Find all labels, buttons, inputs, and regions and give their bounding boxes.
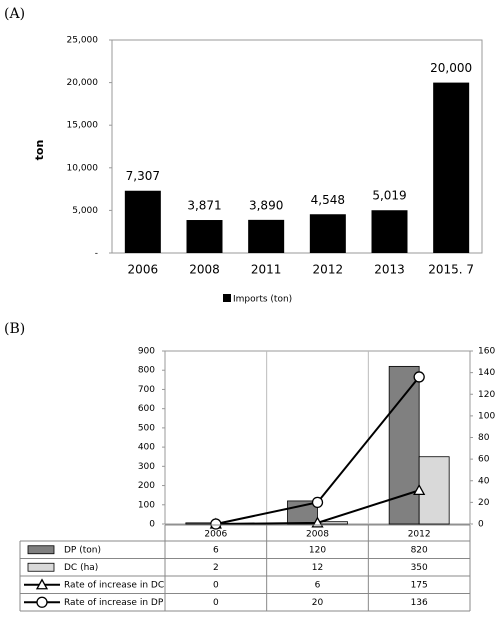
legend-label: Rate of increase in DC <box>64 580 164 590</box>
legend-marker <box>35 578 49 590</box>
table-cell: 136 <box>411 598 428 608</box>
legend-label: DP (ton) <box>64 545 101 555</box>
table-cell: 0 <box>213 598 219 608</box>
bar <box>388 365 420 525</box>
y2-tick-label: 80 <box>478 433 490 443</box>
y-tick-label: 0 <box>149 520 155 530</box>
y-tick-label: 15,000 <box>67 121 99 131</box>
marker <box>210 518 222 530</box>
table-cell: 175 <box>411 580 428 590</box>
legend-key <box>223 294 231 302</box>
x-tick-label: 2006 <box>128 263 159 277</box>
x-tick-label: 2015. 7 <box>428 263 474 277</box>
legend-label: DC (ha) <box>64 563 98 573</box>
bar <box>186 220 223 253</box>
value-label: 5,019 <box>372 189 406 203</box>
y-tick-label: 400 <box>138 443 155 453</box>
table-cell: 120 <box>309 545 326 555</box>
y2-tick-label: 120 <box>478 390 495 400</box>
value-label: 3,890 <box>249 198 283 212</box>
bar <box>124 190 161 253</box>
x-tick-label: 2011 <box>251 263 282 277</box>
x-tick-label: 2008 <box>306 530 329 540</box>
table-cell: 350 <box>411 563 428 573</box>
bar <box>433 82 470 253</box>
table-cell: 20 <box>312 598 324 608</box>
y2-tick-label: 40 <box>478 476 490 486</box>
y-tick-label: 700 <box>138 385 155 395</box>
panel-label: (B) <box>4 321 25 337</box>
y2-tick-label: 140 <box>478 368 495 378</box>
bar <box>371 210 408 253</box>
y2-tick-label: 100 <box>478 411 495 421</box>
x-tick-label: 2008 <box>189 263 220 277</box>
y2-tick-label: 160 <box>478 347 495 357</box>
legend-key <box>27 562 55 572</box>
y-tick-label: 300 <box>138 462 155 472</box>
y-tick-label: 100 <box>138 500 155 510</box>
table-cell: 6 <box>213 545 219 555</box>
table-cell: 2 <box>213 563 219 573</box>
table-cell: 12 <box>312 563 323 573</box>
y-tick-label: 500 <box>138 423 155 433</box>
x-tick-label: 2012 <box>313 263 344 277</box>
bar <box>309 214 346 253</box>
marker <box>311 496 324 509</box>
legend-label: Rate of increase in DP <box>64 598 164 608</box>
legend-label: Imports (ton) <box>233 295 292 305</box>
value-label: 3,871 <box>187 199 221 213</box>
table-cell: 6 <box>315 580 321 590</box>
y-axis-label: ton <box>33 140 46 161</box>
table-cell: 820 <box>411 545 428 555</box>
legend-key <box>27 545 55 555</box>
marker <box>413 484 426 496</box>
x-tick-label: 2013 <box>374 263 405 277</box>
y-tick-label: 800 <box>138 366 155 376</box>
y-tick-label: 10,000 <box>67 163 99 173</box>
value-label: 4,548 <box>311 193 345 207</box>
x-tick-label: 2006 <box>204 530 227 540</box>
y-tick-label: - <box>95 249 98 259</box>
value-label: 7,307 <box>126 169 160 183</box>
marker <box>413 371 425 383</box>
x-tick-label: 2012 <box>408 530 431 540</box>
y-tick-label: 20,000 <box>67 78 99 88</box>
y-tick-label: 25,000 <box>67 36 99 46</box>
y-tick-label: 200 <box>138 481 155 491</box>
plot-frame <box>111 39 483 254</box>
legend-marker <box>36 596 48 608</box>
y-tick-label: 900 <box>138 347 155 357</box>
bar <box>418 456 450 525</box>
y2-tick-label: 60 <box>478 455 490 465</box>
value-label: 20,000 <box>430 61 472 75</box>
y2-tick-label: 0 <box>478 520 484 530</box>
bar <box>248 219 285 253</box>
y-tick-label: 5,000 <box>72 206 98 216</box>
panel-label: (A) <box>4 6 25 22</box>
y2-tick-label: 20 <box>478 498 490 508</box>
table-cell: 0 <box>213 580 219 590</box>
y-tick-label: 600 <box>138 404 155 414</box>
